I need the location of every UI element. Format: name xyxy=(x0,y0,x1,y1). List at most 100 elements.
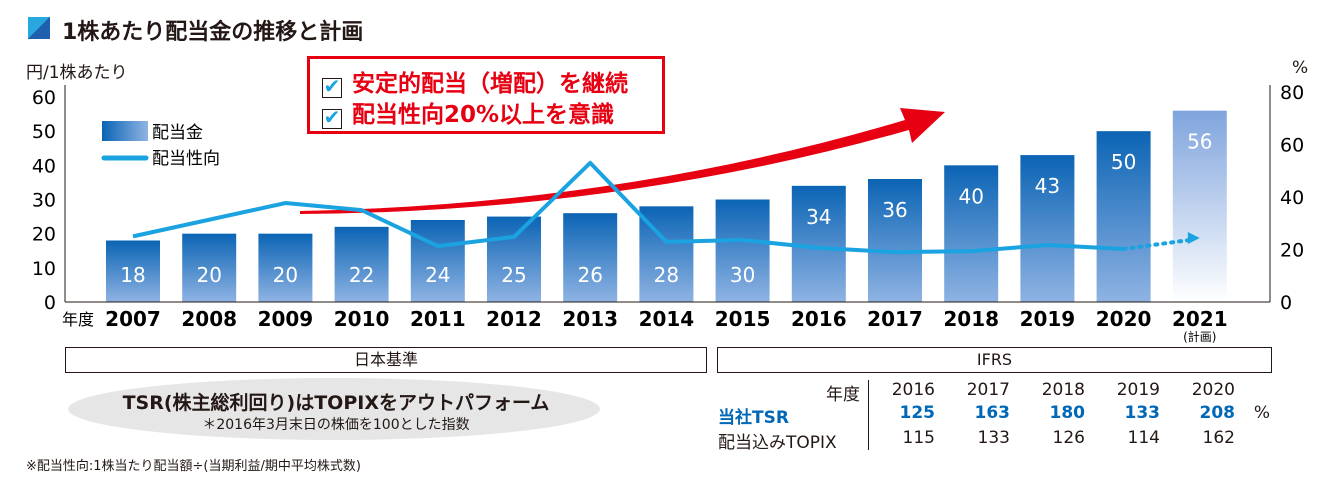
bar-value-label: 26 xyxy=(577,263,602,287)
plan-note: (計画) xyxy=(1183,329,1216,344)
bar-2012 xyxy=(487,216,541,302)
payout-ratio-line xyxy=(132,160,1124,255)
table-row-label: 当社TSR xyxy=(718,408,789,428)
bar-2011 xyxy=(410,220,465,302)
bar-value-label: 20 xyxy=(273,263,298,287)
table-cell: 125 xyxy=(899,403,936,423)
bar-2019 xyxy=(1020,155,1075,302)
table-year-header: 2019 xyxy=(1116,380,1160,400)
table-row-label: 配当込みTOPIX xyxy=(718,433,837,453)
x-tick-label: 2013 xyxy=(562,307,618,331)
x-tick-label: 2018 xyxy=(943,307,999,331)
bar-2015 xyxy=(715,199,770,302)
bar-value-label: 34 xyxy=(806,205,831,229)
x-tick-label: 2011 xyxy=(410,307,466,331)
tsr-ellipse xyxy=(68,378,600,440)
left-tick-label: 20 xyxy=(32,224,56,246)
bar-2021 xyxy=(1172,110,1227,303)
table-cell: 133 xyxy=(977,428,1010,448)
bar-value-label: 18 xyxy=(120,263,145,287)
bar-value-label: 43 xyxy=(1035,174,1060,198)
right-axis-unit: % xyxy=(1292,58,1309,78)
bar-2013 xyxy=(563,213,618,302)
checkbox-icon: ✔ xyxy=(322,105,342,129)
table-cell: 114 xyxy=(1127,428,1160,448)
ifrs-label: IFRS xyxy=(717,347,1272,373)
table-unit: % xyxy=(1253,403,1270,423)
bar-2020 xyxy=(1096,131,1151,302)
legend-label-dividend: 配当金 xyxy=(152,123,203,143)
bar-value-label: 22 xyxy=(349,263,374,287)
bar-value-label: 40 xyxy=(958,184,983,208)
table-cell: 162 xyxy=(1202,428,1235,448)
x-tick-label: 2010 xyxy=(334,307,390,331)
bar-2008 xyxy=(182,233,237,302)
bar-2016 xyxy=(791,185,846,302)
left-tick-label: 30 xyxy=(32,190,56,212)
legend-bar-swatch xyxy=(102,121,148,141)
bar-value-label: 25 xyxy=(501,263,526,287)
x-tick-label: 2017 xyxy=(867,307,923,331)
table-cell: 133 xyxy=(1124,403,1161,423)
right-tick-label: 0 xyxy=(1280,292,1292,314)
x-tick-label: 2021 xyxy=(1172,307,1228,331)
table-cell: 208 xyxy=(1199,403,1236,423)
x-tick-label: 2012 xyxy=(486,307,542,331)
table-year-header: 2018 xyxy=(1041,380,1085,400)
left-tick-label: 60 xyxy=(32,87,56,109)
bar-2018 xyxy=(944,165,999,302)
x-tick-label: 2020 xyxy=(1096,307,1152,331)
tsr-note: ＊2016年3月末日の株価を100とした指数 xyxy=(202,417,470,433)
callout-line-1: 安定的配当（増配）を継続 xyxy=(352,71,628,97)
x-tick-label: 2015 xyxy=(715,307,771,331)
plan-arrowhead-icon xyxy=(1187,231,1200,244)
table-cell: 126 xyxy=(1052,428,1085,448)
callout-line-2: 配当性向20%以上を意識 xyxy=(352,102,615,128)
table-header-label: 年度 xyxy=(826,385,860,405)
bar-value-label: 28 xyxy=(654,263,679,287)
japan-gaap-label: 日本基準 xyxy=(65,347,707,373)
left-tick-label: 10 xyxy=(32,258,56,280)
legend-label-payout: 配当性向 xyxy=(152,149,220,169)
left-tick-label: 50 xyxy=(32,121,56,143)
tsr-headline: TSR(株主総利回り)はTOPIXをアウトパフォーム xyxy=(122,392,550,414)
page-title: 1株あたり配当金の推移と計画 xyxy=(62,20,364,45)
title-square-icon xyxy=(28,17,50,39)
bar-2017 xyxy=(868,179,922,302)
table-cell: 163 xyxy=(974,403,1011,423)
bar-value-label: 20 xyxy=(196,263,221,287)
x-tick-label: 2019 xyxy=(1020,307,1076,331)
table-year-header: 2020 xyxy=(1191,380,1235,400)
x-tick-label: 2009 xyxy=(258,307,314,331)
left-axis-unit: 円/1株あたり xyxy=(26,63,128,83)
table-cell: 115 xyxy=(902,428,935,448)
bar-2010 xyxy=(334,226,389,302)
payout-ratio-plan-line xyxy=(1121,237,1192,251)
table-year-header: 2017 xyxy=(966,380,1010,400)
bar-value-label: 30 xyxy=(730,263,755,287)
bar-value-label: 56 xyxy=(1187,130,1212,154)
right-tick-label: 60 xyxy=(1280,135,1304,157)
x-tick-label: 2016 xyxy=(791,307,847,331)
table-cell: 180 xyxy=(1049,403,1086,423)
bar-2007 xyxy=(106,240,160,302)
bar-value-label: 36 xyxy=(882,198,907,222)
policy-callout: ✔ 安定的配当（増配）を継続 ✔ 配当性向20%以上を意識 xyxy=(307,56,665,134)
x-axis-label: 年度 xyxy=(62,310,94,329)
right-tick-label: 40 xyxy=(1280,187,1304,209)
right-tick-label: 20 xyxy=(1280,240,1304,262)
bar-value-label: 24 xyxy=(425,263,450,287)
x-tick-label: 2007 xyxy=(105,307,161,331)
table-divider xyxy=(868,380,869,450)
bar-2009 xyxy=(258,233,313,302)
left-tick-label: 0 xyxy=(44,292,56,314)
x-tick-label: 2008 xyxy=(181,307,237,331)
x-tick-label: 2014 xyxy=(639,307,695,331)
right-tick-label: 80 xyxy=(1280,82,1304,104)
bar-value-label: 50 xyxy=(1111,150,1136,174)
checkbox-icon: ✔ xyxy=(322,74,342,98)
table-year-header: 2016 xyxy=(891,380,935,400)
footnote: ※配当性向:1株当たり配当額÷(当期利益/期中平均株式数) xyxy=(26,459,361,474)
